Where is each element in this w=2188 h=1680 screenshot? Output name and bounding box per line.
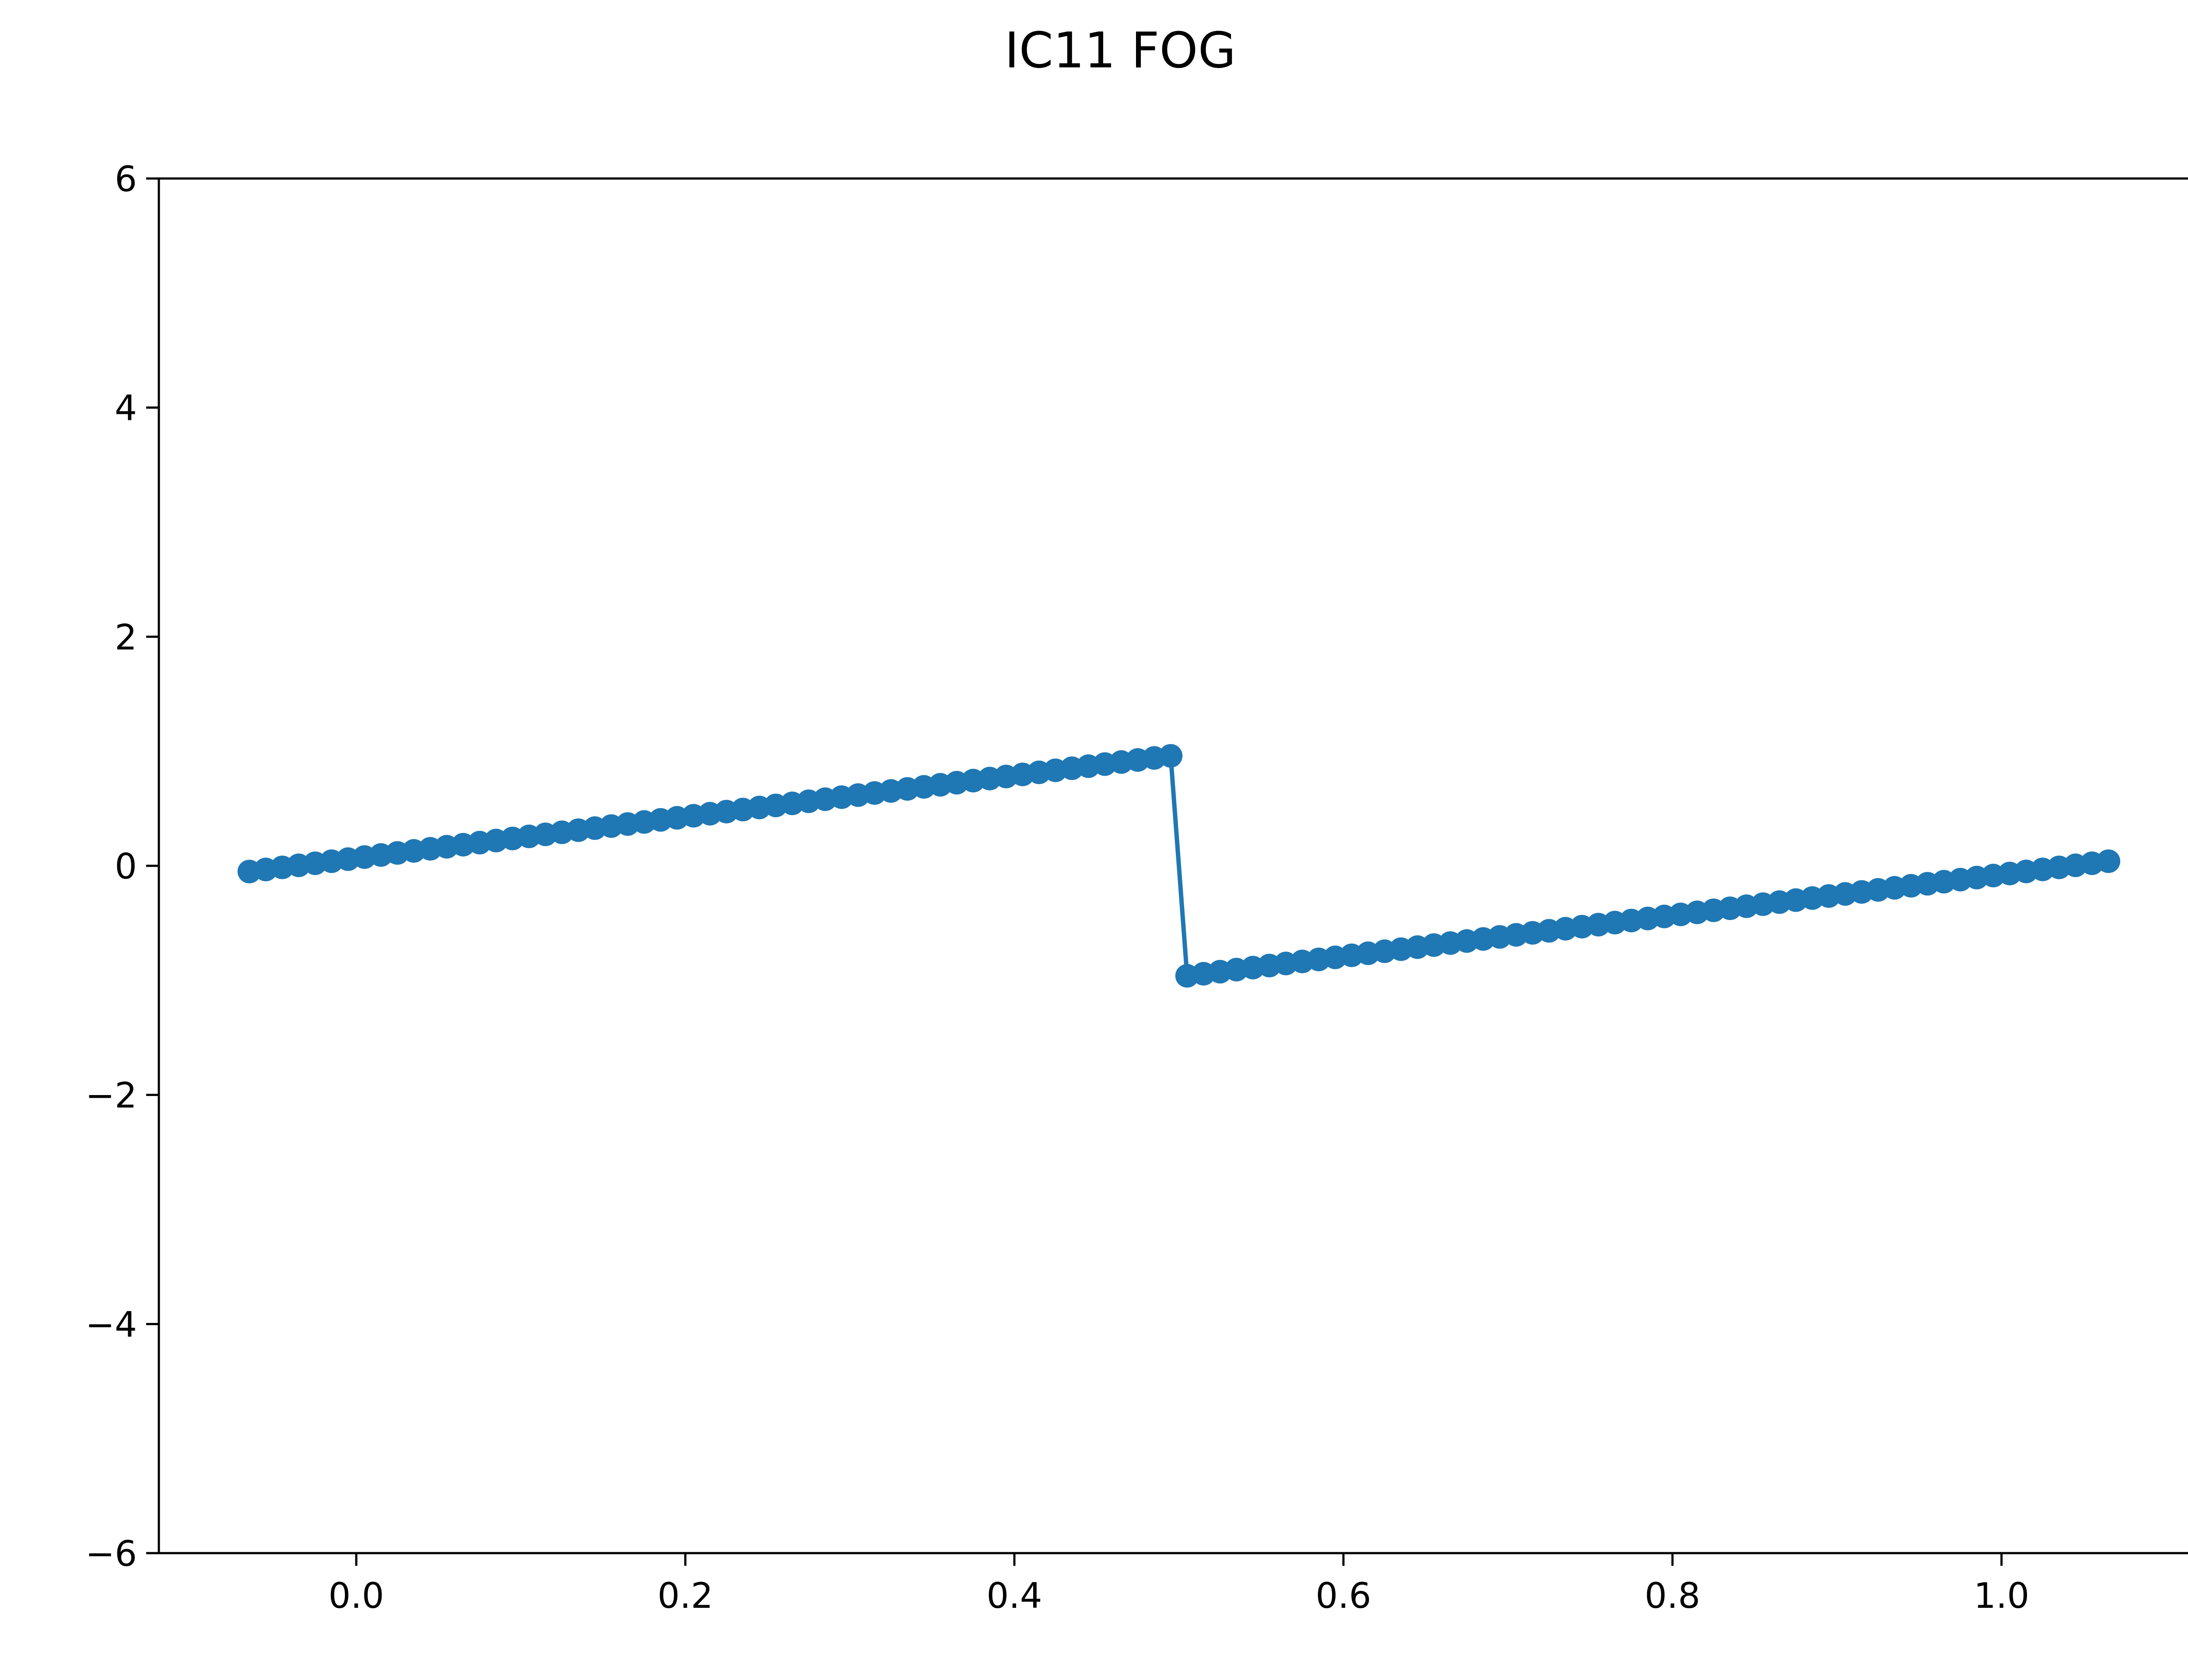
x-tick-label: 0.8: [1645, 1575, 1700, 1616]
x-tick-label: 0.2: [657, 1575, 713, 1616]
y-tick-label: 4: [115, 388, 137, 429]
y-tick-label: −6: [85, 1533, 137, 1574]
data-point: [1159, 744, 1183, 768]
series-layer: [237, 744, 2121, 988]
x-tick-label: 0.4: [986, 1575, 1042, 1616]
x-tick-label: 1.0: [1974, 1575, 2029, 1616]
series-line: [249, 753, 2109, 978]
x-tick-label: 0.6: [1315, 1575, 1371, 1616]
y-tick-label: 2: [115, 617, 137, 658]
data-point: [2097, 849, 2121, 873]
ticks-layer: 0.0 0.2 0.4 0.6 0.8 1.0 −6 −4 −2 0 2 4 6: [85, 159, 2029, 1616]
y-tick-label: 6: [115, 159, 137, 200]
chart-title: IC11 FOG: [1004, 22, 1236, 79]
y-tick-label: −2: [85, 1075, 137, 1116]
y-tick-label: −4: [85, 1304, 137, 1345]
y-tick-label: 0: [115, 846, 137, 887]
x-tick-label: 0.0: [329, 1575, 384, 1616]
axes-frame: [158, 177, 2188, 1554]
